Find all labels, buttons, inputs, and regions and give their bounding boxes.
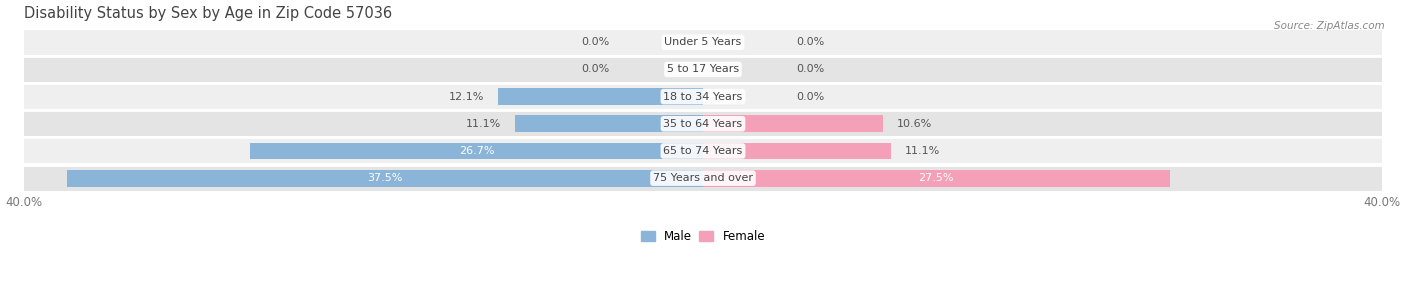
Text: 0.0%: 0.0%	[796, 64, 824, 74]
Text: 0.0%: 0.0%	[582, 37, 610, 47]
Text: 0.0%: 0.0%	[796, 92, 824, 102]
Bar	[24, 138, 1382, 163]
Bar	[498, 88, 703, 105]
Text: 10.6%: 10.6%	[897, 119, 932, 129]
Text: 11.1%: 11.1%	[465, 119, 501, 129]
Text: 37.5%: 37.5%	[367, 173, 402, 183]
Bar	[24, 84, 1382, 109]
Text: 11.1%: 11.1%	[905, 146, 941, 156]
Text: 75 Years and over: 75 Years and over	[652, 173, 754, 183]
Text: 18 to 34 Years: 18 to 34 Years	[664, 92, 742, 102]
Bar	[24, 166, 1382, 191]
Text: 27.5%: 27.5%	[918, 173, 955, 183]
Text: Under 5 Years: Under 5 Years	[665, 37, 741, 47]
Bar	[703, 142, 891, 160]
Bar	[24, 111, 1382, 136]
Bar	[515, 115, 703, 132]
Text: 12.1%: 12.1%	[449, 92, 484, 102]
Bar	[703, 115, 883, 132]
Legend: Male, Female: Male, Female	[636, 225, 770, 248]
Text: 26.7%: 26.7%	[458, 146, 494, 156]
Bar	[703, 170, 1170, 187]
Text: 5 to 17 Years: 5 to 17 Years	[666, 64, 740, 74]
Bar	[66, 170, 703, 187]
Text: Disability Status by Sex by Age in Zip Code 57036: Disability Status by Sex by Age in Zip C…	[24, 5, 392, 20]
Bar	[24, 30, 1382, 55]
Text: 35 to 64 Years: 35 to 64 Years	[664, 119, 742, 129]
Text: Source: ZipAtlas.com: Source: ZipAtlas.com	[1274, 21, 1385, 31]
Text: 0.0%: 0.0%	[796, 37, 824, 47]
Bar	[250, 142, 703, 160]
Text: 65 to 74 Years: 65 to 74 Years	[664, 146, 742, 156]
Bar	[24, 57, 1382, 82]
Text: 0.0%: 0.0%	[582, 64, 610, 74]
